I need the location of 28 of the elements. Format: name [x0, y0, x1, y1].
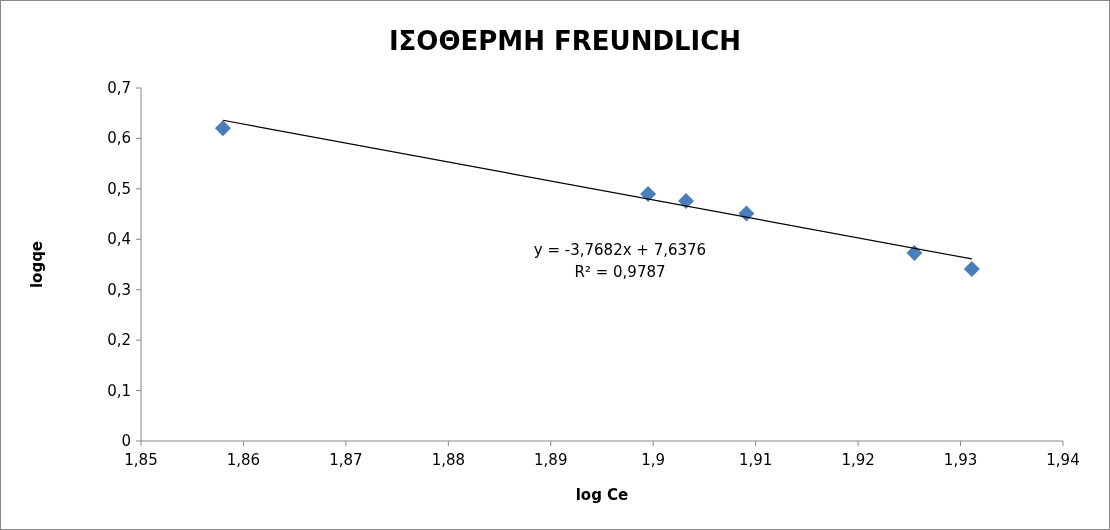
y-tick-label: 0,4 — [107, 230, 131, 249]
y-tick-label: 0 — [121, 432, 131, 450]
x-tick-label: 1,86 — [226, 451, 261, 469]
x-tick-label: 1,9 — [641, 451, 666, 469]
point — [906, 244, 923, 261]
y-tick-label: 0,7 — [107, 79, 131, 97]
y-tick-label: 0,5 — [107, 179, 131, 198]
y-tick-label: 0,3 — [107, 280, 131, 299]
y-tick-label: 0,6 — [107, 129, 131, 148]
point — [640, 185, 657, 202]
x-axis-title: log Ce — [575, 486, 629, 504]
annotation: y = -3,7682x + 7,6376 — [533, 241, 707, 259]
x-tick-label: 1,87 — [329, 451, 363, 469]
x-tick-label: 1,94 — [1046, 451, 1080, 469]
x-tick-label: 1,93 — [943, 451, 978, 469]
point — [963, 261, 980, 278]
point — [214, 120, 231, 137]
y-tick-label: 0,1 — [107, 381, 131, 400]
annotation: R² = 0,9787 — [574, 263, 666, 281]
x-tick-label: 1,85 — [124, 451, 158, 469]
y-tick-label: 0,2 — [107, 331, 131, 350]
x-tick-label: 1,88 — [431, 451, 466, 469]
x-tick-label: 1,91 — [738, 451, 773, 469]
chart-title: ΙΣΟΘΕΡΜΗ FREUNDLICH — [388, 26, 742, 56]
point — [678, 192, 694, 209]
y-axis-title: logqe — [28, 240, 46, 289]
x-tick-label: 1,89 — [534, 451, 568, 469]
x-tick-label: 1,92 — [841, 451, 875, 469]
